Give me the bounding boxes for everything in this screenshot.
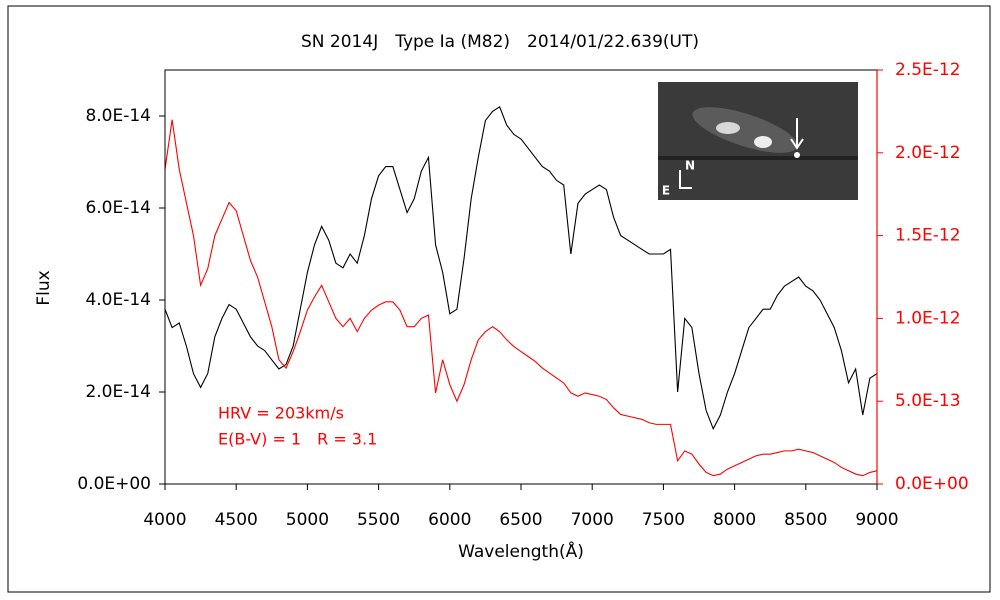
arrow: [790, 118, 804, 150]
supernova: [794, 152, 800, 158]
compass-east: E: [662, 184, 670, 198]
compass-north: N: [685, 159, 695, 173]
y-tick-label: 4.0E-14: [85, 290, 151, 310]
y2-tick-label: 0.0E+00: [895, 474, 969, 494]
y-tick-label: 2.0E-14: [85, 382, 151, 402]
x-tick-label: 4500: [215, 510, 258, 530]
x-tick-label: 6500: [499, 510, 542, 530]
y-tick-label: 8.0E-14: [85, 106, 151, 126]
inset-band: [658, 156, 858, 160]
y2-tick-label: 1.0E-12: [895, 308, 961, 328]
y2-tick-label: 5.0E-13: [895, 391, 961, 411]
x-tick-label: 6000: [428, 510, 471, 530]
chart-title: SN 2014J Type Ia (M82) 2014/01/22.639(UT…: [301, 32, 699, 52]
y2-tick-label: 1.5E-12: [895, 226, 961, 246]
x-axis-label: Wavelength(Å): [458, 540, 584, 562]
x-tick-label: 5000: [286, 510, 329, 530]
y-axis-label: Flux: [34, 270, 54, 305]
spectrum-line: [165, 119, 877, 477]
y2-tick-label: 2.5E-12: [895, 60, 961, 80]
galaxy-core: [754, 136, 772, 148]
y-tick-label: 6.0E-14: [85, 198, 151, 218]
x-tick-label: 8500: [784, 510, 827, 530]
compass: [679, 170, 692, 189]
y-tick-label: 0.0E+00: [77, 474, 151, 494]
x-tick-label: 4000: [143, 510, 186, 530]
x-tick-label: 9000: [855, 510, 898, 530]
galaxy-core: [716, 122, 740, 134]
x-tick-label: 7500: [642, 510, 685, 530]
x-tick-label: 7000: [571, 510, 614, 530]
annotation: E(B-V) = 1 R = 3.1: [218, 430, 377, 449]
inset-image: N E: [658, 82, 858, 200]
x-tick-label: 5500: [357, 510, 400, 530]
x-tick-label: 8000: [713, 510, 756, 530]
annotation: HRV = 203km/s: [218, 404, 344, 423]
y2-tick-label: 2.0E-12: [895, 143, 961, 163]
